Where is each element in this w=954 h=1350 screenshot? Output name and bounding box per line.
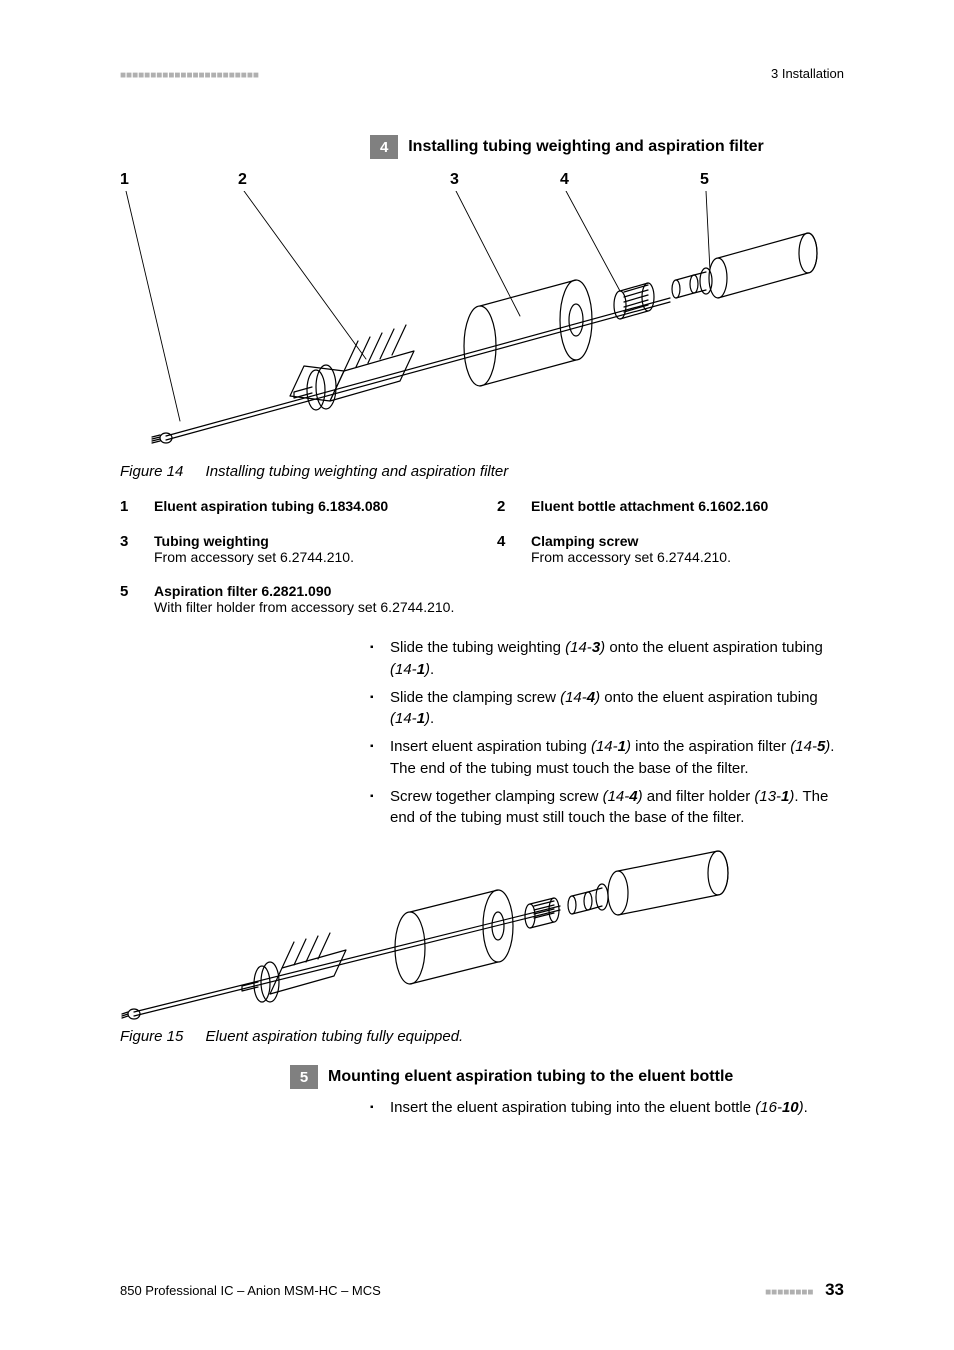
step4-header: 4 Installing tubing weighting and aspira… <box>290 135 844 159</box>
legend: 1 Eluent aspiration tubing 6.1834.080 2 … <box>120 498 844 615</box>
bullet: Slide the clamping screw (14-4) onto the… <box>370 687 844 731</box>
t: Insert eluent aspiration tubing <box>390 738 591 755</box>
step5-header: 5 Mounting eluent aspiration tubing to t… <box>290 1065 844 1089</box>
legend-title: Clamping screw <box>531 533 731 549</box>
figure15-caption-label: Figure 15 <box>120 1028 183 1045</box>
t: Screw together clamping screw <box>390 788 603 805</box>
t: (14- <box>390 661 417 678</box>
t: Slide the clamping screw <box>390 689 560 706</box>
legend-text: Clamping screw From accessory set 6.2744… <box>531 533 731 565</box>
legend-num: 4 <box>497 533 515 565</box>
t: . <box>430 661 434 678</box>
legend-text: Aspiration filter 6.2821.090 With filter… <box>154 583 454 615</box>
t: (14- <box>591 738 618 755</box>
callout-5: 5 <box>700 171 709 189</box>
legend-num: 1 <box>120 498 138 515</box>
legend-num: 3 <box>120 533 138 565</box>
figure14-caption-label: Figure 14 <box>120 463 183 480</box>
footer-right: ■■■■■■■■ 33 <box>765 1280 844 1300</box>
legend-text: Eluent bottle attachment 6.1602.160 <box>531 498 768 515</box>
t: and filter holder <box>643 788 755 805</box>
bullet: Slide the tubing weighting (14-3) onto t… <box>370 637 844 681</box>
t: 1 <box>417 661 425 678</box>
legend-text: Eluent aspiration tubing 6.1834.080 <box>154 498 388 515</box>
step5-number-badge: 5 <box>290 1065 318 1089</box>
callout-2: 2 <box>238 171 247 189</box>
callout-3: 3 <box>450 171 459 189</box>
page: ■■■■■■■■■■■■■■■■■■■■■■■ 3 Installation 4… <box>0 0 954 1350</box>
t: 1 <box>417 710 425 727</box>
step5-title: Mounting eluent aspiration tubing to the… <box>328 1068 733 1086</box>
bullet: Insert eluent aspiration tubing (14-1) i… <box>370 736 844 780</box>
t: 4 <box>587 689 595 706</box>
t: (14- <box>390 710 417 727</box>
footer-marker: ■■■■■■■■ <box>765 1287 813 1298</box>
step4-title: Installing tubing weighting and aspirati… <box>408 138 764 156</box>
t: Insert the eluent aspiration tubing into… <box>390 1099 755 1116</box>
t: onto the eluent aspiration tubing <box>605 639 823 656</box>
step4-bullets: Slide the tubing weighting (14-3) onto t… <box>330 637 844 829</box>
header-marker-left: ■■■■■■■■■■■■■■■■■■■■■■■ <box>120 70 259 81</box>
footer-doc-title: 850 Professional IC – Anion MSM-HC – MCS <box>120 1283 381 1298</box>
callout-1: 1 <box>120 171 129 189</box>
t: (16- <box>755 1099 782 1116</box>
legend-item-1: 1 Eluent aspiration tubing 6.1834.080 <box>120 498 467 515</box>
legend-item-4: 4 Clamping screw From accessory set 6.27… <box>497 533 844 565</box>
t: 3 <box>592 639 600 656</box>
legend-title: Aspiration filter 6.2821.090 <box>154 583 454 599</box>
t: (14- <box>603 788 630 805</box>
figure15-svg <box>120 844 844 1024</box>
figure15 <box>120 844 844 1024</box>
legend-item-5: 5 Aspiration filter 6.2821.090 With filt… <box>120 583 467 615</box>
figure14-caption-text: Installing tubing weighting and aspirati… <box>206 463 509 480</box>
t: 10 <box>782 1099 799 1116</box>
legend-body: With filter holder from accessory set 6.… <box>154 599 454 615</box>
figure15-caption: Figure 15 Eluent aspiration tubing fully… <box>120 1028 844 1045</box>
callout-4: 4 <box>560 171 569 189</box>
legend-item-2: 2 Eluent bottle attachment 6.1602.160 <box>497 498 844 515</box>
page-header: ■■■■■■■■■■■■■■■■■■■■■■■ 3 Installation <box>120 66 844 81</box>
bullet: Screw together clamping screw (14-4) and… <box>370 786 844 830</box>
footer-page-number: 33 <box>825 1280 844 1299</box>
legend-body: From accessory set 6.2744.210. <box>154 549 354 565</box>
bullet: Insert the eluent aspiration tubing into… <box>370 1097 844 1119</box>
t: . <box>804 1099 808 1116</box>
t: (14- <box>790 738 817 755</box>
t: . <box>430 710 434 727</box>
legend-title: Eluent aspiration tubing 6.1834.080 <box>154 498 388 514</box>
legend-item-3: 3 Tubing weighting From accessory set 6.… <box>120 533 467 565</box>
figure14 <box>120 191 844 459</box>
t: (14- <box>565 639 592 656</box>
t: (13- <box>754 788 781 805</box>
t: into the aspiration filter <box>631 738 790 755</box>
legend-title: Tubing weighting <box>154 533 354 549</box>
page-footer: 850 Professional IC – Anion MSM-HC – MCS… <box>120 1280 844 1300</box>
t: (14- <box>560 689 587 706</box>
t: Slide the tubing weighting <box>390 639 565 656</box>
legend-text: Tubing weighting From accessory set 6.27… <box>154 533 354 565</box>
legend-num: 2 <box>497 498 515 515</box>
t: onto the eluent aspiration tubing <box>600 689 818 706</box>
figure15-caption-text: Eluent aspiration tubing fully equipped. <box>206 1028 464 1045</box>
legend-num: 5 <box>120 583 138 615</box>
legend-body: From accessory set 6.2744.210. <box>531 549 731 565</box>
t: 4 <box>629 788 637 805</box>
callout-row: 1 2 3 4 5 <box>120 171 844 187</box>
step4-number-badge: 4 <box>370 135 398 159</box>
t: 1 <box>618 738 626 755</box>
legend-title: Eluent bottle attachment 6.1602.160 <box>531 498 768 514</box>
figure14-caption: Figure 14 Installing tubing weighting an… <box>120 463 844 480</box>
figure14-svg <box>120 191 844 459</box>
header-section: 3 Installation <box>771 66 844 81</box>
step5-bullets: Insert the eluent aspiration tubing into… <box>330 1097 844 1119</box>
